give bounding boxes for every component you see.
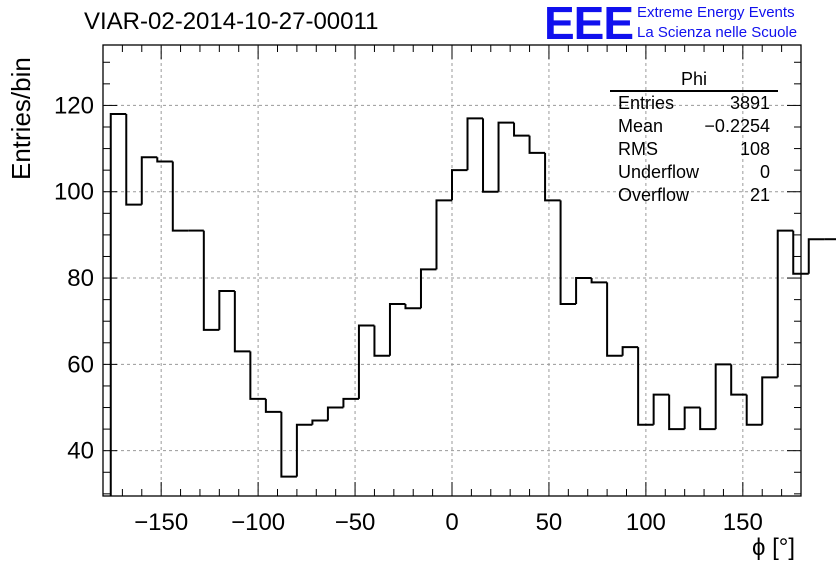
histogram-bin — [357, 324, 375, 399]
y-axis-label: Entries/bin — [6, 57, 36, 180]
histogram-bin — [528, 135, 546, 154]
stats-label: Entries — [618, 93, 675, 113]
x-tick-label: 100 — [626, 509, 666, 536]
histogram-bin — [342, 397, 359, 408]
brand-text: Extreme Energy Events La Scienza nelle S… — [637, 3, 797, 43]
stats-title: Phi — [610, 68, 778, 92]
stats-box: Phi Entries 3891 Mean −0.2254 RMS 108 Un… — [610, 68, 778, 207]
stats-value: 3891 — [729, 93, 770, 113]
histogram-bin — [559, 200, 577, 305]
axes: −150 −100 −50 0 50 100 150 40 60 80 100 120 — [54, 45, 802, 536]
histogram-bin — [388, 302, 406, 356]
histogram-bin — [233, 291, 251, 353]
histogram-bin — [419, 268, 437, 309]
histogram-bin — [295, 423, 313, 477]
histogram-bin — [156, 157, 173, 163]
x-tick-label: −150 — [134, 509, 188, 536]
histogram-bin — [482, 118, 499, 193]
histogram-bin — [326, 406, 344, 421]
histogram-bars — [109, 113, 836, 496]
stats-label: Overflow — [618, 185, 690, 205]
stats-value: −0.2254 — [704, 116, 770, 136]
plot-title: VIAR-02-2014-10-27-00011 — [84, 8, 379, 35]
y-tick-label: 40 — [67, 438, 94, 465]
histogram-bin — [513, 122, 530, 137]
stats-label: RMS — [618, 139, 658, 159]
x-tick-label: 150 — [723, 509, 763, 536]
histogram-bin — [497, 121, 515, 192]
eee-logo: EEE — [544, 0, 634, 49]
histogram-bin — [714, 363, 732, 430]
histogram-bin — [590, 278, 608, 284]
stats-value: 21 — [749, 185, 770, 205]
stats-row-underflow: Underflow 0 — [610, 161, 778, 184]
histogram-bin — [109, 113, 127, 496]
y-tick-label: 80 — [67, 265, 94, 292]
x-tick-label: 50 — [536, 509, 563, 536]
histogram-bin — [606, 282, 623, 357]
brand-line-2: La Scienza nelle Scuole — [637, 24, 798, 41]
histogram-bin — [451, 169, 468, 201]
histogram-bin — [202, 230, 220, 331]
y-tick-label: 120 — [54, 92, 94, 119]
x-tick-label: 0 — [445, 509, 458, 536]
y-tick-label: 100 — [54, 179, 94, 206]
histogram-bin — [435, 199, 452, 270]
histogram-bin — [761, 376, 778, 425]
histogram-bin — [311, 419, 328, 425]
brand-line-1: Extreme Energy Events — [637, 4, 795, 21]
x-axis-label: ϕ [°] — [752, 534, 796, 561]
histogram-bin — [544, 152, 561, 202]
x-tick-label: −100 — [231, 509, 285, 536]
histogram-bin — [699, 407, 716, 431]
histogram-bin — [776, 229, 794, 378]
histogram-bin — [807, 238, 825, 274]
histogram-bin — [683, 406, 701, 430]
stats-row-rms: RMS 108 — [610, 138, 778, 161]
histogram-bin — [637, 347, 654, 426]
stats-row-entries: Entries 3891 — [610, 92, 778, 115]
histogram-bin — [171, 161, 189, 232]
histogram-bin — [466, 117, 484, 171]
histogram-bin — [218, 290, 235, 330]
histogram-bin — [404, 303, 421, 310]
x-tick-label: −50 — [335, 509, 376, 536]
histogram-bin — [652, 393, 670, 425]
histogram-bin — [125, 114, 142, 206]
stats-row-overflow: Overflow 21 — [610, 184, 778, 207]
histogram-bin — [668, 394, 685, 431]
y-tick-label: 60 — [67, 351, 94, 378]
histogram-bin — [730, 364, 747, 396]
histogram-bin — [575, 277, 592, 304]
histogram-bin — [745, 394, 763, 426]
stats-label: Mean — [618, 116, 664, 136]
stats-label: Underflow — [618, 162, 700, 182]
histogram-bin — [373, 325, 390, 357]
histogram-bin — [621, 346, 639, 356]
histogram-bin — [140, 156, 158, 205]
stats-value: 108 — [739, 139, 770, 159]
histogram-bin — [792, 230, 809, 275]
histogram-bin — [264, 398, 282, 413]
stats-value: 0 — [759, 162, 770, 182]
histogram-bin — [249, 351, 266, 400]
stats-row-mean: Mean −0.2254 — [610, 115, 778, 138]
histogram-bin — [280, 411, 297, 478]
